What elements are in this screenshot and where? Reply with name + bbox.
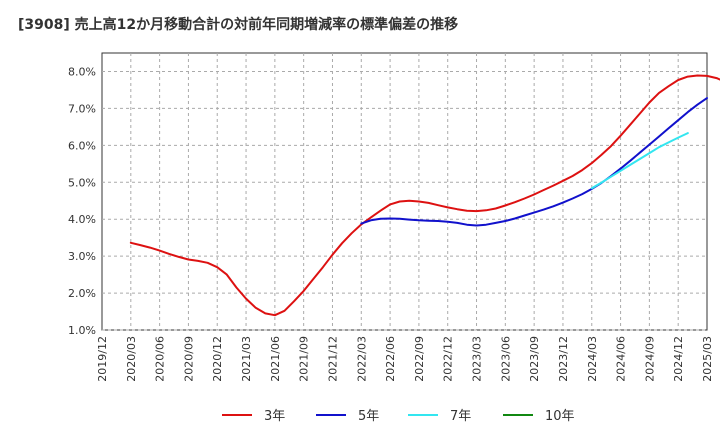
x-tick-label: 2020/12 bbox=[211, 336, 224, 382]
x-tick-label: 2025/03 bbox=[701, 336, 714, 382]
series-lines bbox=[129, 74, 720, 317]
x-tick-label: 2022/03 bbox=[355, 336, 368, 382]
x-tick-label: 2022/12 bbox=[442, 336, 455, 382]
plot-area bbox=[101, 52, 708, 331]
series-line bbox=[129, 74, 720, 317]
chart-title: [3908] 売上高12か月移動合計の対前年同期増減率の標準偏差の推移 bbox=[18, 16, 458, 33]
y-tick-label: 7.0% bbox=[68, 102, 96, 115]
x-tick-label: 2023/03 bbox=[471, 336, 484, 382]
x-tick-label: 2019/12 bbox=[96, 336, 109, 382]
x-axis: 2019/12 2020/03 2020/06 2020/09 2020/12 2021/… bbox=[96, 336, 714, 382]
x-tick-label: 2023/12 bbox=[557, 336, 570, 382]
legend-label: 3年 bbox=[264, 409, 285, 424]
x-tick-label: 2024/09 bbox=[643, 336, 656, 382]
y-tick-label: 4.0% bbox=[68, 213, 96, 226]
x-tick-label: 2021/09 bbox=[298, 336, 311, 382]
y-tick-label: 8.0% bbox=[68, 65, 96, 78]
y-tick-label: 6.0% bbox=[68, 139, 96, 152]
x-tick-label: 2024/03 bbox=[586, 336, 599, 382]
x-tick-label: 2020/06 bbox=[154, 336, 167, 382]
series-line bbox=[360, 97, 708, 227]
x-tick-label: 2023/06 bbox=[499, 336, 512, 382]
x-tick-label: 2024/12 bbox=[672, 336, 685, 382]
series-line bbox=[590, 132, 689, 190]
x-tick-label: 2021/03 bbox=[240, 336, 253, 382]
y-tick-label: 3.0% bbox=[68, 250, 96, 263]
legend-label: 10年 bbox=[545, 409, 575, 424]
x-tick-label: 2021/12 bbox=[326, 336, 339, 382]
y-tick-label: 1.0% bbox=[68, 324, 96, 337]
legend: 3年 5年 7年 10年 bbox=[222, 409, 575, 424]
x-tick-label: 2022/06 bbox=[384, 336, 397, 382]
x-tick-label: 2023/09 bbox=[528, 336, 541, 382]
legend-label: 5年 bbox=[358, 409, 379, 424]
y-tick-label: 5.0% bbox=[68, 176, 96, 189]
legend-label: 7年 bbox=[450, 409, 471, 424]
x-tick-label: 2024/06 bbox=[615, 336, 628, 382]
x-tick-label: 2022/09 bbox=[413, 336, 426, 382]
x-tick-label: 2021/06 bbox=[269, 336, 282, 382]
x-tick-label: 2020/03 bbox=[125, 336, 138, 382]
y-tick-label: 2.0% bbox=[68, 287, 96, 300]
y-axis: 1.0% 2.0% 3.0% 4.0% 5.0% 6.0% 7.0% 8.0% bbox=[68, 65, 96, 337]
x-tick-label: 2020/09 bbox=[182, 336, 195, 382]
